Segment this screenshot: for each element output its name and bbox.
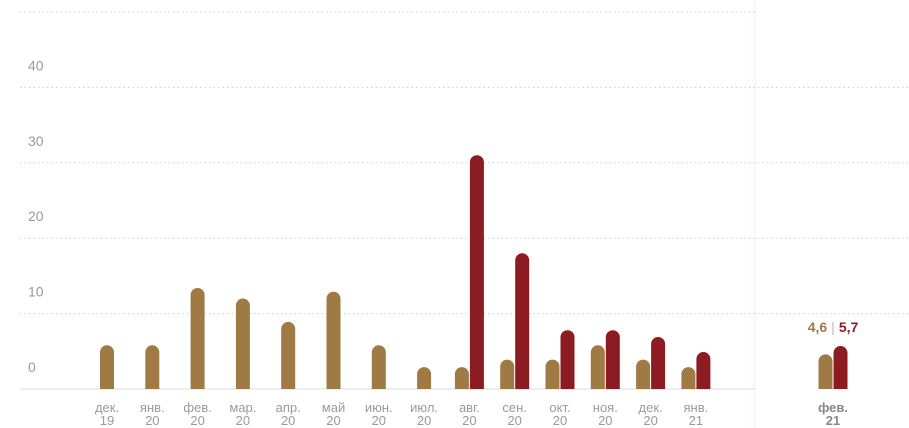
x-tick-year: 20 <box>236 413 250 428</box>
x-tick-year: 20 <box>462 413 476 428</box>
x-tick-month: дек. <box>639 400 663 415</box>
y-tick-label: 30 <box>28 133 44 149</box>
separator: | <box>831 319 835 335</box>
x-tick-month: окт. <box>549 400 570 415</box>
x-tick-label: ноя. 20 <box>593 400 618 428</box>
x-tick-label: июл. 20 <box>410 400 438 428</box>
x-tick-label: янв. 21 <box>684 400 709 428</box>
x-tick-month: мар. <box>229 400 256 415</box>
x-tick-month: апр. <box>276 400 301 415</box>
bar <box>326 291 341 389</box>
x-tick-label: мар. 20 <box>229 400 256 428</box>
x-tick-year: 20 <box>372 413 386 428</box>
x-tick-year: 20 <box>190 413 204 428</box>
x-tick-label: апр. 20 <box>276 400 301 428</box>
bar <box>417 367 432 389</box>
x-tick-year: 21 <box>689 413 703 428</box>
x-tick-year: 20 <box>326 413 340 428</box>
bar <box>605 330 620 389</box>
x-tick-year: 19 <box>100 413 114 428</box>
x-tick-year: 20 <box>643 413 657 428</box>
y-tick-label: 40 <box>28 57 44 73</box>
bar <box>454 367 469 389</box>
x-tick-month: янв. <box>684 400 709 415</box>
x-tick-month: май <box>322 400 345 415</box>
bar <box>235 298 250 389</box>
y-tick-label: 10 <box>28 284 44 300</box>
bar <box>590 345 605 389</box>
x-tick-label: сен. 20 <box>502 400 527 428</box>
x-tick-label: дек. 19 <box>95 400 119 428</box>
y-tick-label: 0 <box>28 359 36 375</box>
bar <box>469 155 484 389</box>
bar <box>100 345 114 389</box>
x-tick-label: янв. 20 <box>140 400 165 428</box>
x-tick-year: 20 <box>417 413 431 428</box>
x-tick-year: 21 <box>826 413 840 428</box>
bar <box>371 345 386 389</box>
x-tick-year: 20 <box>507 413 521 428</box>
value-label: 4,6 | 5,7 <box>808 319 859 335</box>
x-tick-label: дек. 20 <box>639 400 663 428</box>
x-tick-month: июн. <box>365 400 393 415</box>
x-tick-month: фев. <box>183 400 211 415</box>
x-tick-month: июл. <box>410 400 438 415</box>
current-panel <box>756 0 909 428</box>
bar <box>281 321 296 389</box>
value-label-part: 5,7 <box>839 319 859 335</box>
bar <box>681 367 696 389</box>
value-label-part: 4,6 <box>808 319 828 335</box>
bar <box>545 359 560 389</box>
y-tick-label: 20 <box>28 208 44 224</box>
x-tick-year: 20 <box>598 413 612 428</box>
bar <box>651 336 666 389</box>
x-tick-month: янв. <box>140 400 165 415</box>
bar <box>833 346 848 389</box>
bar <box>818 354 833 389</box>
bar <box>145 345 160 389</box>
x-tick-label: фев. 20 <box>183 400 211 428</box>
x-tick-label: окт. 20 <box>549 400 570 428</box>
bar <box>190 287 205 389</box>
x-tick-label: июн. 20 <box>365 400 393 428</box>
bar <box>500 359 515 389</box>
x-tick-month: авг. <box>459 400 480 415</box>
bar <box>696 352 711 389</box>
bar <box>636 359 651 389</box>
x-tick-month: дек. <box>95 400 119 415</box>
x-tick-year: 20 <box>145 413 159 428</box>
x-tick-month: ноя. <box>593 400 618 415</box>
bar <box>515 253 530 389</box>
x-tick-year: 20 <box>281 413 295 428</box>
x-tick-label: фев. 21 <box>818 400 848 428</box>
bar <box>560 330 575 389</box>
x-tick-month: фев. <box>818 400 848 415</box>
x-tick-label: май 20 <box>322 400 345 428</box>
x-tick-month: сен. <box>502 400 527 415</box>
x-tick-year: 20 <box>553 413 567 428</box>
x-tick-label: авг. 20 <box>459 400 480 428</box>
